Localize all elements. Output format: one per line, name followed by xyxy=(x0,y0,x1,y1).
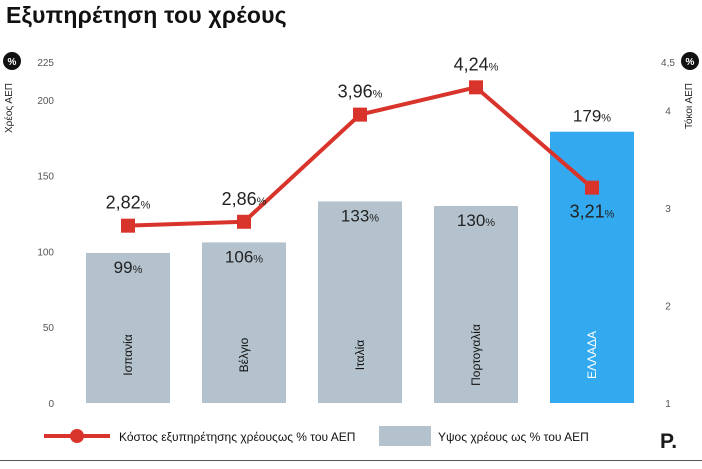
right-tick-label: 2 xyxy=(665,302,671,313)
bar-4 xyxy=(550,131,634,403)
left-axis-label: Χρέος ΑΕΠ xyxy=(3,83,15,133)
left-tick-label: 225 xyxy=(37,58,54,69)
legend-bar-swatch xyxy=(379,426,431,446)
bars-group: 99% Ισπανία 106% Βέλγιο 133% Ιταλία 130% Πορτογ… xyxy=(86,107,634,403)
legend-line-marker-dot xyxy=(70,429,84,443)
line-value-label: 2,82% xyxy=(106,193,151,213)
bar-0 xyxy=(86,252,170,403)
right-axis-label: Τόκοι ΑΕΠ xyxy=(683,83,695,129)
bar-3 xyxy=(434,205,518,403)
right-tick-label: 4,5 xyxy=(661,58,675,69)
left-tick-label: 200 xyxy=(37,96,54,107)
left-tick-label: 100 xyxy=(37,247,54,258)
legend-line-label: Κόστος εξυπηρέτησης χρέουςως % του ΑΕΠ xyxy=(119,430,355,444)
bar-value-label: 133% xyxy=(341,206,379,225)
right-axis-badge xyxy=(681,52,699,70)
bar-1 xyxy=(202,242,286,403)
right-axis: % Τόκοι ΑΕΠ 4,5 4 3 2 1 xyxy=(661,52,699,410)
publisher-logo: P. xyxy=(660,430,678,453)
bar-2 xyxy=(318,201,402,403)
left-axis-badge-text: % xyxy=(8,57,17,68)
bar-value-label: 130% xyxy=(457,211,495,230)
left-tick-label: 150 xyxy=(37,172,54,183)
line-value-label: 3,96% xyxy=(338,82,383,102)
bar-value-label: 179% xyxy=(573,107,611,126)
legend: Κόστος εξυπηρέτησης χρέουςως % του ΑΕΠ Υψ… xyxy=(44,426,589,446)
bar-value-label: 99% xyxy=(114,258,143,277)
left-tick-label: 0 xyxy=(48,399,54,410)
bottom-divider xyxy=(0,460,702,461)
line-point-3 xyxy=(469,80,483,95)
line-value-label: 3,21% xyxy=(570,202,615,222)
line-value-label: 4,24% xyxy=(454,54,499,74)
category-label: Ισπανία xyxy=(121,334,135,375)
line-series-group: 2,82% 2,86% 3,96% 4,24% 3,21% xyxy=(106,54,615,233)
chart-title: Εξυπηρέτηση του χρέους xyxy=(6,2,287,28)
bar-value-label: 106% xyxy=(225,247,263,266)
line-point-1 xyxy=(237,214,251,229)
category-label: Ιταλία xyxy=(353,340,367,371)
line-point-2 xyxy=(353,107,367,122)
category-label: Πορτογαλία xyxy=(469,324,483,386)
line-value-label: 2,86% xyxy=(222,189,267,209)
line-point-4 xyxy=(585,180,599,195)
left-tick-label: 50 xyxy=(43,323,55,334)
category-label: ΕΛΛΑΔΑ xyxy=(585,331,599,379)
right-tick-label: 4 xyxy=(665,107,671,118)
left-axis: % Χρέος ΑΕΠ 225 200 150 100 50 0 xyxy=(3,52,54,410)
right-axis-badge-text: % xyxy=(686,57,695,68)
line-point-0 xyxy=(121,218,135,233)
left-axis-badge xyxy=(3,52,21,70)
right-tick-label: 1 xyxy=(665,399,671,410)
category-label: Βέλγιο xyxy=(237,337,251,372)
legend-bar-label: Υψος χρέους ως % του ΑΕΠ xyxy=(438,430,589,444)
right-tick-label: 3 xyxy=(665,204,671,215)
